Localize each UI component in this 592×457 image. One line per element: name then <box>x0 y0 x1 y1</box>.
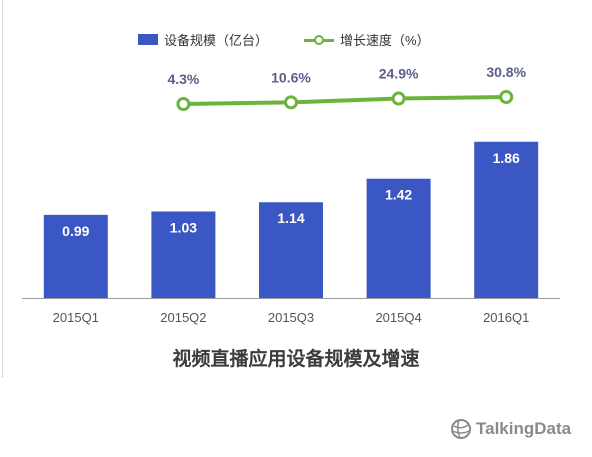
bar-value-label: 0.99 <box>62 223 89 239</box>
legend-item-bar: 设备规模（亿台） <box>138 30 268 49</box>
x-tick-label: 2015Q1 <box>53 310 99 325</box>
bar-value-label: 1.86 <box>493 150 520 166</box>
bar <box>366 178 431 298</box>
growth-line <box>183 95 507 106</box>
legend-line-label: 增长速度（%） <box>340 33 430 48</box>
x-tick-label: 2015Q4 <box>375 310 421 325</box>
globe-icon <box>451 419 471 439</box>
x-tick-label: 2015Q3 <box>268 310 314 325</box>
bar-line-chart: 0.99 2015Q1 1.03 2015Q2 1.14 2015Q3 1.42 2015Q4… <box>22 64 560 325</box>
bar <box>474 141 539 298</box>
bar <box>151 211 216 298</box>
talkingdata-logo: TalkingData <box>450 418 571 440</box>
growth-point <box>499 90 514 104</box>
growth-value-label: 30.8% <box>486 64 526 80</box>
bar-value-label: 1.03 <box>170 219 197 235</box>
growth-value-label: 4.3% <box>167 71 199 87</box>
growth-value-label: 10.6% <box>271 69 311 85</box>
legend-bar-swatch <box>138 34 158 45</box>
chart-legend: 设备规模（亿台） 增长速度（%） <box>138 30 430 49</box>
watermark-text: TalkingData <box>476 419 572 438</box>
bar <box>43 214 108 298</box>
x-tick-label: 2015Q2 <box>160 310 206 325</box>
growth-value-label: 24.9% <box>379 66 419 82</box>
legend-line-swatch <box>304 34 335 46</box>
growth-point <box>284 95 298 110</box>
chart-title: 视频直播应用设备规模及增速 <box>172 349 420 370</box>
growth-point <box>176 97 191 111</box>
legend-item-line: 增长速度（%） <box>304 30 430 49</box>
bar-value-label: 1.42 <box>385 187 412 203</box>
legend-bar-label: 设备规模（亿台） <box>164 33 269 48</box>
bar <box>259 202 323 298</box>
growth-point <box>391 91 406 106</box>
x-tick-label: 2016Q1 <box>483 310 529 325</box>
bar-value-label: 1.14 <box>277 210 304 226</box>
frame-dotted-border <box>2 0 3 377</box>
